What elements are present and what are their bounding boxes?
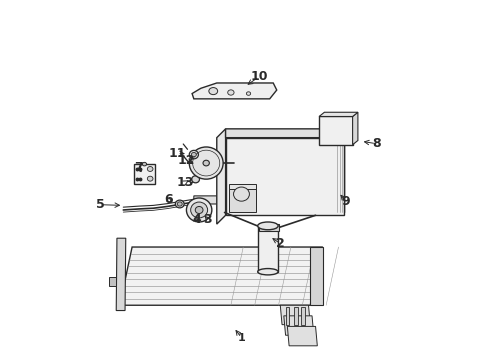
Polygon shape: [353, 112, 358, 145]
Polygon shape: [116, 238, 126, 311]
Ellipse shape: [258, 222, 278, 230]
Text: 10: 10: [250, 70, 268, 83]
Ellipse shape: [189, 147, 223, 179]
Polygon shape: [301, 307, 305, 325]
Polygon shape: [217, 129, 225, 224]
Polygon shape: [287, 327, 318, 346]
Ellipse shape: [177, 202, 182, 206]
Text: 3: 3: [204, 213, 212, 226]
Polygon shape: [280, 305, 310, 325]
Ellipse shape: [186, 198, 212, 222]
Polygon shape: [109, 277, 116, 286]
Bar: [134, 164, 155, 184]
Polygon shape: [294, 307, 298, 325]
Ellipse shape: [191, 202, 208, 218]
Ellipse shape: [147, 176, 153, 181]
Polygon shape: [225, 138, 344, 215]
Text: 12: 12: [177, 154, 195, 167]
Ellipse shape: [209, 87, 218, 95]
Text: 6: 6: [164, 193, 172, 206]
Ellipse shape: [195, 207, 203, 213]
Ellipse shape: [258, 269, 278, 275]
Ellipse shape: [234, 187, 249, 201]
Ellipse shape: [175, 200, 184, 208]
Text: 1: 1: [238, 333, 245, 343]
Text: 9: 9: [342, 195, 350, 208]
Ellipse shape: [192, 153, 196, 157]
Polygon shape: [310, 247, 322, 305]
Text: 2: 2: [276, 237, 285, 250]
Ellipse shape: [192, 176, 199, 183]
Polygon shape: [225, 129, 353, 138]
Text: 5: 5: [96, 198, 105, 211]
Text: 4: 4: [192, 213, 201, 226]
Polygon shape: [284, 316, 314, 335]
Bar: [258, 226, 278, 272]
Text: 11: 11: [169, 147, 186, 160]
Polygon shape: [229, 189, 256, 212]
Text: 7: 7: [134, 161, 143, 174]
Ellipse shape: [142, 162, 147, 166]
Polygon shape: [319, 112, 358, 117]
Ellipse shape: [189, 150, 198, 159]
Ellipse shape: [203, 160, 209, 166]
Polygon shape: [259, 224, 278, 231]
Text: 13: 13: [176, 176, 194, 189]
Polygon shape: [192, 83, 277, 99]
Polygon shape: [120, 247, 322, 305]
Polygon shape: [286, 307, 289, 325]
Ellipse shape: [246, 92, 251, 95]
Text: 8: 8: [372, 137, 381, 150]
Ellipse shape: [228, 90, 234, 95]
Ellipse shape: [147, 167, 153, 171]
Polygon shape: [194, 196, 224, 204]
Polygon shape: [229, 184, 256, 210]
Bar: [319, 117, 353, 145]
